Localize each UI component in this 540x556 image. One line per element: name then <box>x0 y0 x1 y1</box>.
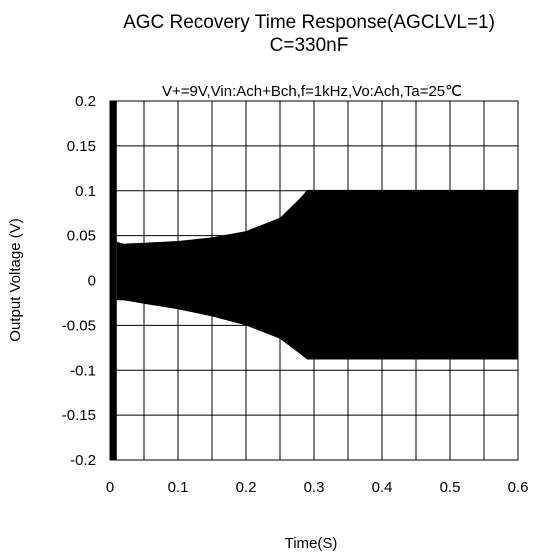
y-tick-label: 0.1 <box>75 183 96 200</box>
x-tick-label: 0 <box>106 479 114 496</box>
chart-subtitle: V+=9V,Vin:Ach+Bch,f=1kHz,Vo:Ach,Ta=25℃ <box>162 83 462 100</box>
x-tick-label: 0.5 <box>440 479 461 496</box>
y-tick-label: 0.05 <box>67 228 96 245</box>
y-tick-label: 0 <box>88 273 96 290</box>
y-tick-label: -0.2 <box>70 452 96 469</box>
x-tick-label: 0.6 <box>508 479 529 496</box>
y-tick-label: -0.15 <box>62 407 96 424</box>
x-axis-label: Time(S) <box>285 535 338 552</box>
x-tick-label: 0.1 <box>168 479 189 496</box>
y-tick-label: 0.2 <box>75 93 96 110</box>
signal-envelope <box>116 189 519 360</box>
x-tick-label: 0.4 <box>372 479 393 496</box>
y-tick-labels: 0.2 0.15 0.1 0.05 0 -0.05 -0.1 -0.15 -0.2 <box>62 93 96 469</box>
y-axis-label: Output Voltage (V) <box>7 218 24 341</box>
chart-title-line1: AGC Recovery Time Response(AGCLVL=1) <box>123 12 495 33</box>
y-tick-label: -0.05 <box>62 317 96 334</box>
y-tick-label: 0.15 <box>67 138 96 155</box>
x-tick-labels: 0 0.1 0.2 0.3 0.4 0.5 0.6 <box>106 479 529 496</box>
chart-title-line2: C=330nF <box>270 35 349 56</box>
x-tick-label: 0.2 <box>236 479 257 496</box>
start-bar <box>110 101 117 460</box>
y-tick-label: -0.1 <box>70 362 96 379</box>
x-tick-label: 0.3 <box>304 479 325 496</box>
plot-frame <box>109 100 519 461</box>
